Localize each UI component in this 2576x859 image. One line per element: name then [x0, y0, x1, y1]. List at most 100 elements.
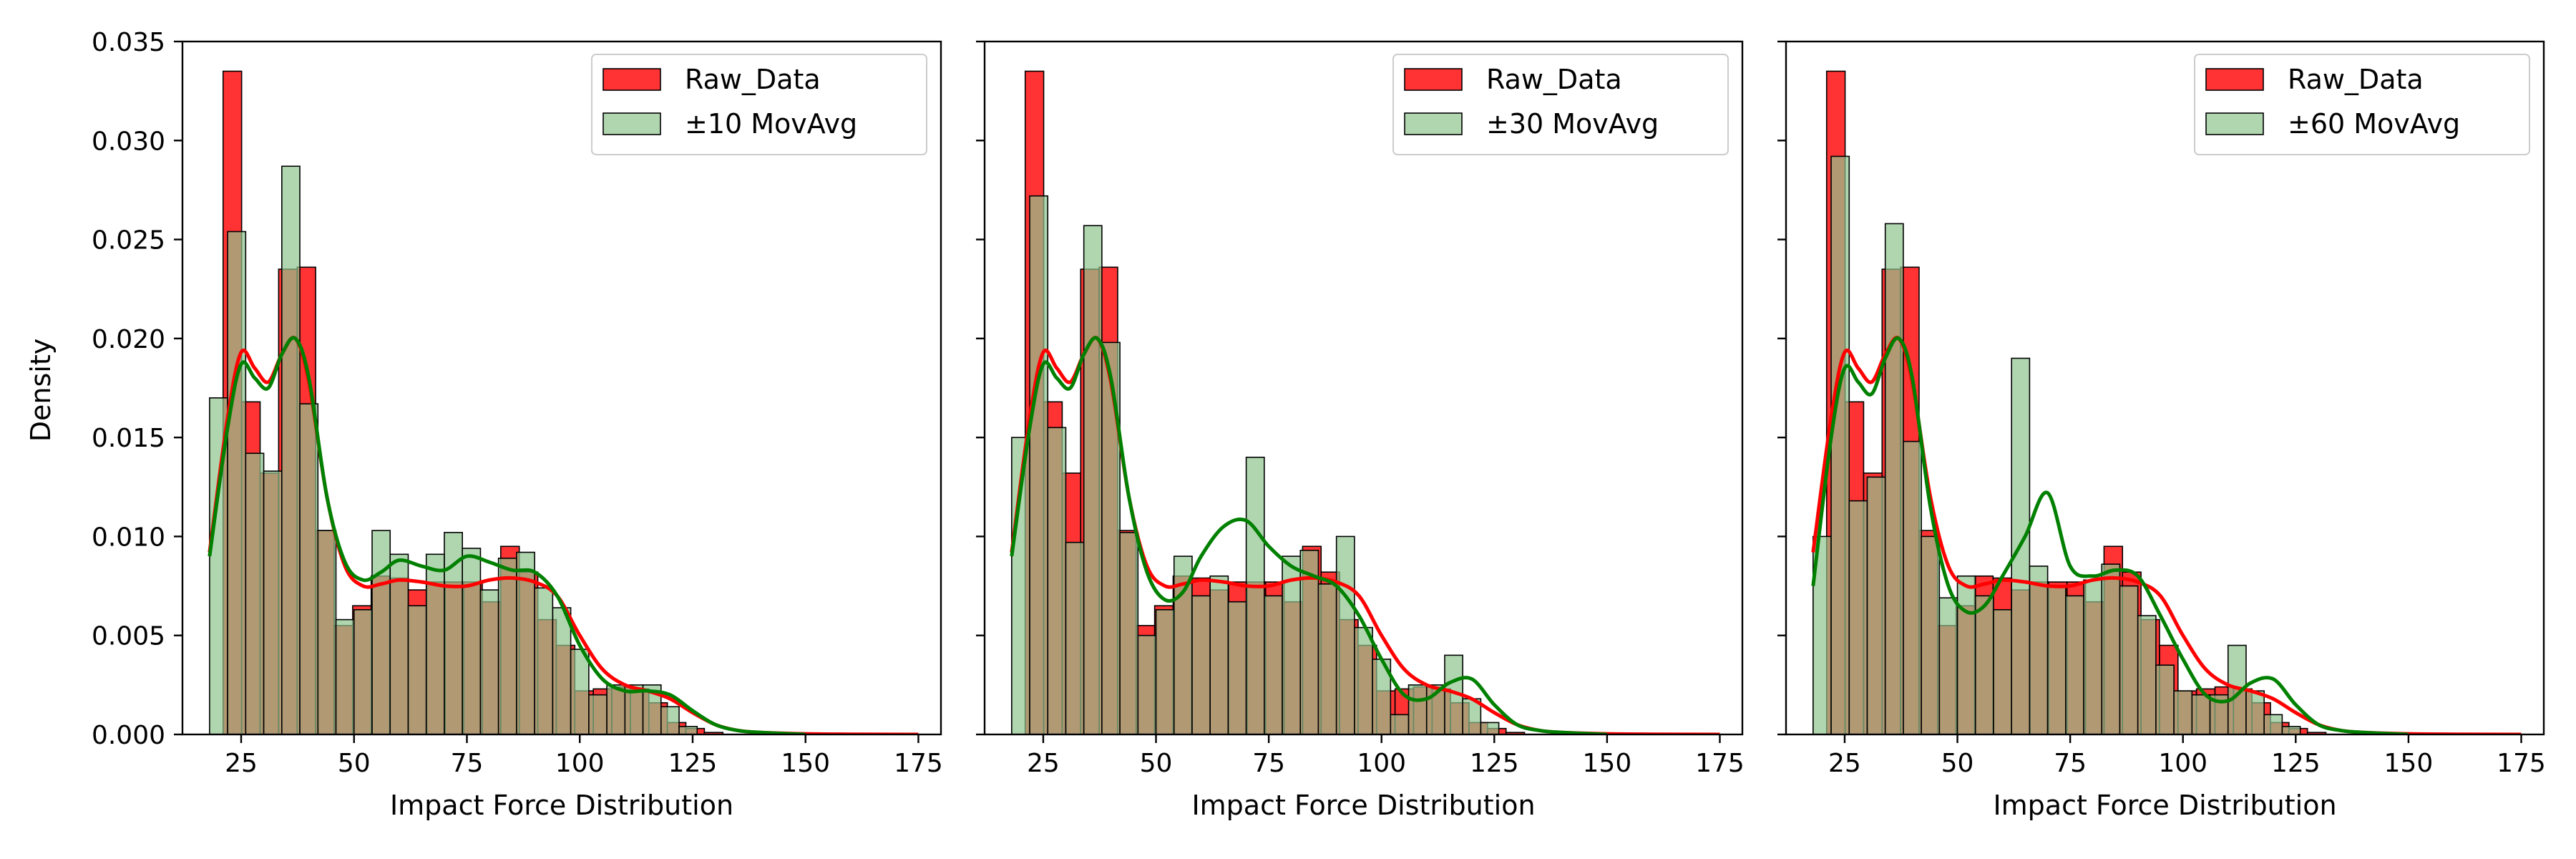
x-tick-label: 150	[2384, 749, 2434, 778]
movavg-bar	[227, 230, 247, 734]
movavg-bar	[1245, 456, 1265, 734]
x-tick-label: 175	[894, 749, 943, 778]
movavg-bar	[2191, 694, 2211, 734]
x-tick-label: 75	[1252, 749, 1285, 778]
movavg-bar	[263, 470, 283, 734]
axes-frame	[983, 40, 1744, 736]
legend-label: Raw_Data	[685, 64, 821, 95]
movavg-bar	[2083, 579, 2103, 734]
x-tick-label: 75	[451, 749, 484, 778]
y-tick-label: 0.020	[92, 325, 165, 354]
movavg-bar	[1830, 155, 1850, 734]
movavg-bar	[1155, 608, 1175, 734]
raw-data-bar	[1505, 732, 1526, 734]
x-tick-label: 175	[1695, 749, 1745, 778]
movavg-bar	[1974, 595, 1994, 734]
legend-label: ±60 MovAvg	[2288, 108, 2460, 140]
movavg-bar	[2281, 726, 2301, 734]
panel-3: 25 50 75 100 125 150 175 Impact Force Distribut…	[1777, 40, 2546, 821]
movavg-bar	[2119, 585, 2139, 734]
movavg-bar	[588, 694, 608, 734]
x-tick-label: 50	[338, 749, 371, 778]
legend-label: Raw_Data	[1486, 64, 1622, 95]
movavg-bar	[389, 553, 409, 734]
movavg-bar	[2155, 664, 2175, 734]
movavg-bar	[1480, 722, 1500, 734]
movavg-bar	[245, 452, 265, 734]
x-tick-label: 25	[225, 749, 258, 778]
movavg-bars	[1011, 195, 1500, 734]
legend-box	[1392, 54, 1729, 155]
movavg-bar	[1137, 634, 1157, 734]
movavg-bars	[1813, 155, 2301, 734]
movavg-bar	[1848, 500, 1868, 734]
movavg-bar	[1029, 195, 1049, 734]
movavg-bar	[1993, 608, 2012, 734]
x-axis-title: Impact Force Distribution	[1993, 790, 2336, 821]
movavg-bar	[1407, 684, 1428, 734]
x-tick-label: 100	[555, 749, 605, 778]
axes-frame	[181, 40, 942, 736]
movavg-bar	[1101, 341, 1121, 734]
movavg-bars	[209, 165, 698, 734]
legend-swatch	[2205, 68, 2264, 91]
movavg-bar	[1083, 225, 1103, 734]
movavg-bar	[1209, 575, 1229, 734]
movavg-bar	[1956, 575, 1976, 734]
movavg-bar	[317, 530, 337, 734]
plot-area	[1010, 70, 1720, 734]
x-tick-label: 150	[781, 749, 830, 778]
raw-data-bar	[703, 732, 724, 734]
panels: 25 50 75 100 125 150 175 0.000 0.005 0.010 0.015 0.…	[92, 28, 2546, 821]
plot-area	[1811, 70, 2522, 734]
legend-swatch	[602, 112, 661, 135]
legend-box	[2194, 54, 2530, 155]
movavg-bar	[1390, 714, 1410, 734]
movavg-bar	[2245, 690, 2265, 734]
x-tick-label: 100	[2158, 749, 2207, 778]
movavg-bar	[2101, 563, 2121, 734]
movavg-bar	[2065, 595, 2084, 734]
x-tick-label: 175	[2497, 749, 2546, 778]
movavg-bar	[425, 553, 445, 734]
movavg-kde-line	[208, 336, 806, 734]
movavg-bar	[1317, 583, 1337, 734]
plot-area	[208, 70, 919, 734]
movavg-bar	[1938, 597, 1958, 734]
y-tick-label: 0.005	[92, 622, 165, 651]
legend-label: ±30 MovAvg	[1486, 108, 1659, 140]
x-tick-label: 25	[1828, 749, 1861, 778]
movavg-bar	[1227, 601, 1247, 734]
x-tick-label: 125	[2271, 749, 2321, 778]
movavg-bar	[1065, 541, 1085, 734]
movavg-bar	[606, 684, 626, 734]
movavg-bar	[2046, 585, 2067, 734]
x-axis-title: Impact Force Distribution	[390, 790, 733, 821]
legend-label: ±10 MovAvg	[685, 108, 857, 140]
legend: Raw_Data ±60 MovAvg	[2194, 54, 2530, 155]
movavg-bar	[371, 530, 391, 734]
movavg-bar	[1335, 535, 1355, 734]
movavg-bar	[2029, 566, 2049, 734]
legend-swatch	[602, 68, 661, 91]
y-tick-label: 0.010	[92, 523, 165, 552]
axes-frame	[1785, 40, 2545, 736]
x-tick-label: 100	[1357, 749, 1406, 778]
movavg-bar	[1047, 427, 1067, 734]
panel-1: 25 50 75 100 125 150 175 0.000 0.005 0.010 0.015 0.…	[92, 28, 943, 821]
movavg-bar	[2173, 690, 2193, 734]
legend-box	[591, 54, 927, 155]
movavg-bar	[1921, 535, 1941, 734]
x-tick-label: 125	[1470, 749, 1519, 778]
x-tick-label: 50	[1941, 749, 1974, 778]
movavg-bar	[335, 618, 355, 734]
movavg-kde-line	[1811, 336, 2409, 734]
y-tick-label: 0.030	[92, 127, 165, 156]
y-tick-label: 0.015	[92, 424, 165, 453]
x-tick-label: 75	[2054, 749, 2087, 778]
movavg-bar	[353, 608, 373, 734]
movavg-bar	[1191, 595, 1211, 734]
movavg-bar	[1299, 549, 1319, 734]
movavg-bar	[1119, 532, 1139, 734]
